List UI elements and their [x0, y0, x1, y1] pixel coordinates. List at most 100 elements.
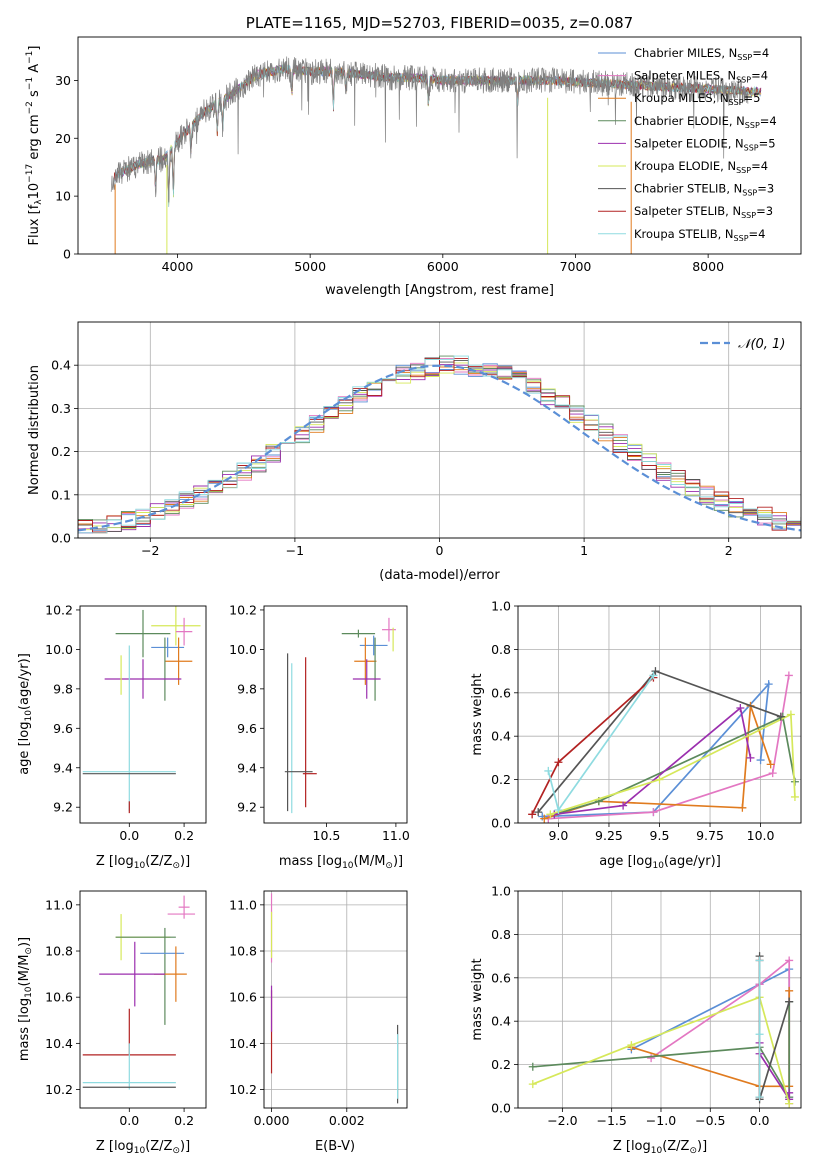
y-axis-label: mass weight	[470, 958, 485, 1040]
data-point-marker	[776, 712, 785, 721]
data-point-marker	[651, 667, 660, 676]
label-part: mass [log	[17, 998, 32, 1061]
data-point-marker	[528, 810, 537, 819]
y-axis-label: mass weight	[470, 673, 485, 755]
legend-entry: Kroupa ELODIE, NSSP=4	[634, 159, 768, 175]
label-part: Kroupa MILES, N	[634, 91, 729, 105]
x-axis-label: E(B-V)	[315, 1139, 355, 1154]
label-part: Chabrier STELIB, N	[634, 182, 742, 196]
y-tick-label: 10.2	[45, 602, 73, 617]
y-tick-label: 20	[55, 131, 71, 146]
x-tick-label: 8000	[692, 259, 724, 274]
y-tick-label: 10.2	[229, 602, 257, 617]
panel-spectrum: 4000 5000 6000 7000 8000 0 10 20 30 PLATE=1165, M…	[25, 14, 802, 298]
panel-massweight-vs-Z: −2.0 −1.5 −1.0 −0.5 0.0 0.0 0.2 0.4 0.6 0.8 1.0 mas…	[470, 884, 802, 1156]
y-tick-label: 0.0	[491, 1101, 511, 1116]
x-tick-label: −1	[286, 543, 304, 558]
x-tick-label: −0.5	[695, 1113, 725, 1128]
label-part: −2	[25, 101, 35, 114]
label-part: ⊙	[172, 1146, 180, 1156]
y-tick-label: 0.2	[491, 1057, 511, 1072]
y-tick-label: 10.4	[45, 1036, 73, 1051]
label-part: Chabrier MILES, N	[634, 46, 737, 60]
data-point-marker	[546, 810, 555, 819]
data-spectrum-line	[110, 56, 749, 203]
label-part: 10	[651, 1146, 663, 1156]
legend-entry: Kroupa MILES, NSSP=5	[634, 91, 760, 107]
panel-mass-vs-Z: 0.0 0.210.210.410.610.811.0Z [log10(Z/Z⊙)…	[17, 890, 207, 1156]
legend-entry: Chabrier STELIB, NSSP=3	[634, 182, 774, 198]
label-part: SSP	[736, 166, 751, 175]
data-point-marker	[619, 801, 628, 810]
legend-entry: Salpeter MILES, NSSP=4	[634, 69, 768, 85]
panel-mass-vs-ebv: 0.000 0.002 10.2 10.4 10.6 10.8 11.0 E(B-V)	[229, 890, 408, 1154]
label-part: age [log	[17, 722, 32, 775]
label-part: 10	[134, 1146, 146, 1156]
plot-area	[110, 56, 762, 254]
y-axis-label: Flux [fλ10−17 erg cm−2 s−1 A−1]	[25, 46, 44, 246]
data-point-marker	[736, 703, 745, 712]
label-part: SSP	[745, 121, 760, 130]
data-point-marker	[784, 671, 793, 680]
y-tick-label: 9.2	[53, 800, 73, 815]
data-point-marker	[738, 803, 747, 812]
data-point-marker	[627, 1041, 636, 1050]
data-point-marker	[766, 760, 775, 769]
label-part: mass [log	[279, 854, 342, 869]
y-tick-label: 10.8	[45, 944, 73, 959]
label-part: SSP	[737, 53, 752, 62]
y-tick-label: 10.2	[45, 1082, 73, 1097]
panel-residuals: −2 −1 0 1 2 0.0 0.1 0.2 0.3 0.4 (data-model)/error…	[27, 321, 802, 583]
axes-frame	[79, 890, 207, 1109]
histogram-step	[78, 355, 801, 534]
data-point-marker	[785, 986, 794, 995]
x-tick-label: −2.0	[547, 1113, 577, 1128]
label-part: 10	[24, 710, 34, 722]
axes-frame	[77, 321, 802, 539]
data-point-marker	[554, 805, 563, 814]
mass-weight-line	[550, 713, 796, 816]
y-tick-label: 0.2	[491, 772, 511, 787]
x-axis-label: mass [log10(M/M⊙)]	[279, 854, 403, 871]
label-part: (Z/Z	[145, 1139, 172, 1154]
x-tick-label: 0.2	[174, 828, 194, 843]
mass-weight-line	[532, 1001, 791, 1101]
legend-entry: 𝒩(0, 1)	[738, 337, 785, 352]
mass-weight-line	[542, 681, 770, 818]
label-part: (Z/Z	[662, 1139, 689, 1154]
label-part: )]	[393, 854, 403, 869]
y-tick-label: 10.8	[229, 944, 257, 959]
x-tick-label: 0.002	[329, 1113, 365, 1128]
y-tick-label: 0.4	[51, 358, 71, 373]
normal-reference-curve	[78, 364, 801, 532]
label-part: =3	[756, 204, 773, 218]
y-tick-label: 10.6	[229, 990, 257, 1005]
x-tick-label: −2	[141, 543, 159, 558]
plot-area	[528, 667, 799, 823]
data-point-marker	[528, 1080, 537, 1089]
label-part: Z [log	[96, 854, 134, 869]
label-part: =3	[757, 182, 774, 196]
x-tick-label: 9.5	[650, 828, 670, 843]
y-axis-label: mass [log10(M/M⊙)]	[17, 937, 34, 1061]
label-part: 10	[24, 986, 34, 998]
axes-frame	[517, 605, 802, 824]
x-tick-label: 1	[580, 543, 588, 558]
y-tick-label: 0.8	[491, 642, 511, 657]
legend-entry: Chabrier MILES, NSSP=4	[634, 46, 769, 62]
plot-area	[78, 355, 801, 534]
y-tick-label: 1.0	[491, 884, 511, 899]
y-tick-label: 0.2	[51, 444, 71, 459]
label-part: erg cm	[27, 114, 42, 163]
x-tick-label: 10.0	[747, 828, 775, 843]
x-axis-label: Z [log10(Z/Z⊙)]	[96, 854, 190, 871]
mass-weight-line	[548, 675, 790, 820]
label-part: (age/yr)]	[664, 854, 721, 869]
label-part: )]	[180, 854, 190, 869]
chart-title: PLATE=1165, MJD=52703, FIBERID=0035, z=0…	[246, 14, 633, 32]
data-point-marker	[649, 808, 658, 817]
x-axis-label: age [log10(age/yr)]	[599, 854, 721, 871]
label-part: −1	[25, 77, 35, 90]
y-tick-label: 9.4	[237, 760, 257, 775]
